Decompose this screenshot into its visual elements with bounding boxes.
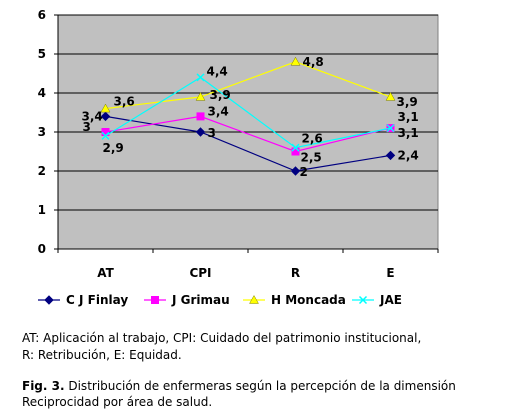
series-line: [105, 61, 391, 110]
y-tick-label: 1: [38, 203, 46, 217]
data-label: 2,4: [398, 148, 419, 162]
data-label: 3,9: [210, 88, 231, 102]
legend-item: J Grimau: [144, 293, 230, 307]
axes: 0 1 2 3 4 5 6 AT CPI R E: [38, 8, 439, 280]
data-point: [44, 295, 54, 305]
data-point: [386, 124, 395, 133]
series-jae: [101, 73, 395, 152]
data-point: [358, 295, 368, 305]
x-tick-label: CPI: [189, 266, 211, 280]
data-point: [101, 131, 110, 140]
x-tick-label: AT: [97, 266, 114, 280]
legend: C J Finlay J Grimau H Moncada JAE: [38, 293, 402, 307]
series-c-j-finlay: [100, 111, 396, 176]
data-point: [195, 91, 206, 101]
data-point: [196, 73, 205, 82]
series-line: [105, 115, 391, 153]
data-label: 3,4: [82, 109, 103, 123]
legend-item: H Moncada: [243, 293, 346, 307]
legend-item: C J Finlay: [38, 293, 128, 307]
abbrev-line-1: AT: Aplicación al trabajo, CPI: Cuidado …: [22, 331, 422, 345]
y-tick-label: 0: [38, 242, 46, 256]
data-point: [385, 150, 396, 161]
data-label: 3,1: [398, 126, 419, 140]
data-point: [195, 127, 206, 137]
figure-caption: Fig. 3. Distribución de enfermeras según…: [22, 378, 507, 410]
data-label: 3,4: [208, 104, 229, 118]
y-tick-label: 2: [38, 164, 46, 178]
data-point: [196, 112, 205, 121]
abbreviations-note: AT: Aplicación al trabajo, CPI: Cuidado …: [22, 330, 502, 364]
data-point: [249, 294, 259, 304]
data-label: 2,9: [103, 141, 124, 155]
legend-label: JAE: [379, 293, 402, 307]
legend-label: H Moncada: [271, 293, 346, 307]
data-point: [385, 91, 396, 101]
series-h-moncada: [100, 56, 396, 113]
abbrev-line-2: R: Retribución, E: Equidad.: [22, 348, 182, 362]
data-label: 2,6: [302, 132, 323, 146]
data-label: 3,6: [114, 95, 135, 109]
data-label: 2,5: [301, 151, 322, 165]
data-label: 3,1: [398, 110, 419, 124]
data-label: 2: [300, 165, 308, 179]
data-label: 3: [83, 120, 91, 134]
data-point: [290, 56, 301, 66]
y-tick-label: 6: [38, 8, 46, 22]
legend-label: J Grimau: [171, 293, 230, 307]
data-label: 4,8: [303, 55, 324, 69]
series-layer: [100, 56, 396, 176]
x-tick-label: R: [291, 266, 300, 280]
caption-label: Fig. 3.: [22, 379, 65, 393]
plot-area: [57, 14, 439, 250]
data-label: 3,9: [397, 95, 418, 109]
data-label: 4,4: [207, 64, 228, 78]
x-tick-label: E: [386, 266, 394, 280]
data-point: [151, 296, 159, 304]
y-tick-label: 3: [38, 125, 46, 139]
legend-label: C J Finlay: [66, 293, 128, 307]
data-point: [100, 111, 111, 122]
series-line: [105, 76, 391, 149]
data-point: [100, 103, 111, 113]
data-point: [290, 166, 301, 176]
caption-text: Distribución de enfermeras según la perc…: [22, 379, 456, 409]
data-point: [291, 143, 300, 152]
y-tick-label: 4: [38, 86, 46, 100]
y-tick-label: 5: [38, 47, 46, 61]
legend-item: JAE: [352, 293, 402, 307]
data-label: 3: [208, 126, 216, 140]
